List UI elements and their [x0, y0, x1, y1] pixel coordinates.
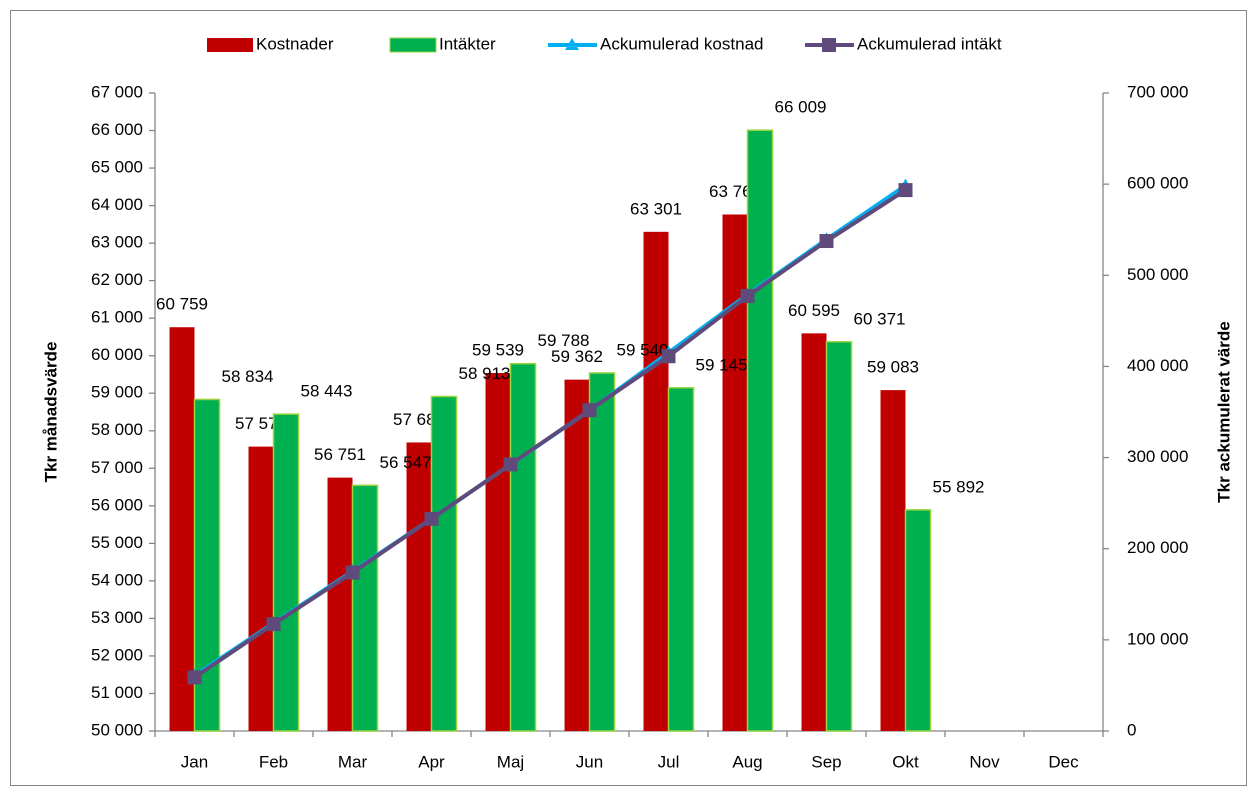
data-label: 60 595 [788, 301, 840, 320]
data-label: 60 371 [854, 309, 906, 328]
y2-tick-label: 700 000 [1127, 82, 1188, 101]
marker [503, 457, 518, 472]
data-label: 63 301 [630, 199, 682, 218]
x-tick-label: Aug [732, 752, 762, 771]
y-tick-label: 53 000 [91, 608, 143, 627]
data-label: 59 788 [538, 331, 590, 350]
bar [880, 390, 906, 731]
legend-label: Intäkter [439, 34, 496, 53]
y-tick-label: 54 000 [91, 570, 143, 589]
y2-tick-label: 100 000 [1127, 629, 1188, 648]
data-label: 59 145 [696, 355, 748, 374]
data-label: 56 751 [314, 445, 366, 464]
y2-tick-label: 400 000 [1127, 356, 1188, 375]
y-tick-label: 64 000 [91, 195, 143, 214]
marker [424, 511, 439, 526]
y-tick-label: 50 000 [91, 720, 143, 739]
y-tick-label: 60 000 [91, 345, 143, 364]
marker [565, 38, 579, 50]
y-axis-title: Tkr månadsvärde [41, 342, 60, 483]
marker [898, 183, 913, 198]
bar [825, 341, 853, 732]
marker [345, 565, 360, 580]
marker [822, 38, 836, 52]
y-tick-label: 61 000 [91, 308, 143, 327]
x-tick-label: Jan [181, 752, 208, 771]
y-tick-label: 57 000 [91, 458, 143, 477]
data-label: 59 540 [617, 340, 669, 359]
marker [819, 234, 834, 249]
bar [667, 387, 695, 732]
bar [485, 373, 511, 731]
legend-label: Ackumulerad kostnad [600, 34, 763, 53]
y2-tick-label: 200 000 [1127, 538, 1188, 557]
data-label: 58 834 [222, 367, 274, 386]
y-tick-label: 58 000 [91, 420, 143, 439]
bar [904, 509, 932, 732]
legend-label: Ackumulerad intäkt [857, 34, 1002, 53]
x-tick-label: Nov [969, 752, 1000, 771]
data-label: 66 009 [775, 98, 827, 117]
data-label: 59 539 [472, 340, 524, 359]
bar [801, 333, 827, 731]
data-label: 59 362 [551, 347, 603, 366]
y2-tick-label: 300 000 [1127, 447, 1188, 466]
x-tick-label: Maj [497, 752, 524, 771]
y2-tick-label: 0 [1127, 720, 1136, 739]
y-tick-label: 59 000 [91, 383, 143, 402]
x-tick-label: Jun [576, 752, 603, 771]
legend-label: Kostnader [256, 34, 334, 53]
x-tick-label: Apr [418, 752, 445, 771]
y-tick-label: 63 000 [91, 233, 143, 252]
data-label: 56 547 [380, 453, 432, 472]
data-label: 60 759 [156, 295, 208, 314]
data-label: 55 892 [933, 477, 985, 496]
x-tick-label: Jul [658, 752, 680, 771]
data-label: 58 443 [301, 382, 353, 401]
y-tick-label: 66 000 [91, 120, 143, 139]
bar [564, 379, 590, 731]
bar [643, 231, 669, 731]
marker [740, 289, 755, 304]
bar [430, 395, 458, 732]
x-tick-label: Dec [1048, 752, 1079, 771]
bar [588, 372, 616, 732]
bar [351, 484, 379, 732]
y-tick-label: 56 000 [91, 495, 143, 514]
x-tick-label: Sep [811, 752, 841, 771]
bar [509, 362, 537, 732]
y-tick-label: 65 000 [91, 158, 143, 177]
x-tick-label: Okt [892, 752, 919, 771]
legend-swatch [389, 37, 437, 53]
bar [327, 477, 353, 731]
y-tick-label: 67 000 [91, 82, 143, 101]
data-label: 58 913 [459, 364, 511, 383]
y-tick-label: 52 000 [91, 645, 143, 664]
x-tick-label: Feb [259, 752, 288, 771]
bar [169, 327, 195, 731]
data-label: 59 083 [867, 358, 919, 377]
bar [248, 446, 274, 731]
y-tick-label: 55 000 [91, 533, 143, 552]
marker [266, 617, 281, 632]
marker [582, 403, 597, 418]
y-tick-label: 51 000 [91, 683, 143, 702]
bar [746, 129, 774, 732]
y2-axis-title: Tkr ackumulerat värde [1214, 321, 1233, 502]
y2-tick-label: 500 000 [1127, 265, 1188, 284]
line [193, 188, 907, 680]
marker [661, 349, 676, 364]
bar [272, 413, 300, 732]
y2-tick-label: 600 000 [1127, 174, 1188, 193]
y-tick-label: 62 000 [91, 270, 143, 289]
legend-swatch [207, 38, 253, 52]
marker [187, 670, 202, 685]
bar [406, 442, 432, 731]
x-tick-label: Mar [338, 752, 368, 771]
